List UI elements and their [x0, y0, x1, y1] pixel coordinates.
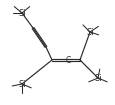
Text: Si: Si: [18, 9, 26, 18]
Text: Si: Si: [18, 79, 26, 89]
Text: Si: Si: [93, 74, 101, 83]
Text: C: C: [65, 56, 70, 64]
Text: Si: Si: [85, 28, 93, 37]
